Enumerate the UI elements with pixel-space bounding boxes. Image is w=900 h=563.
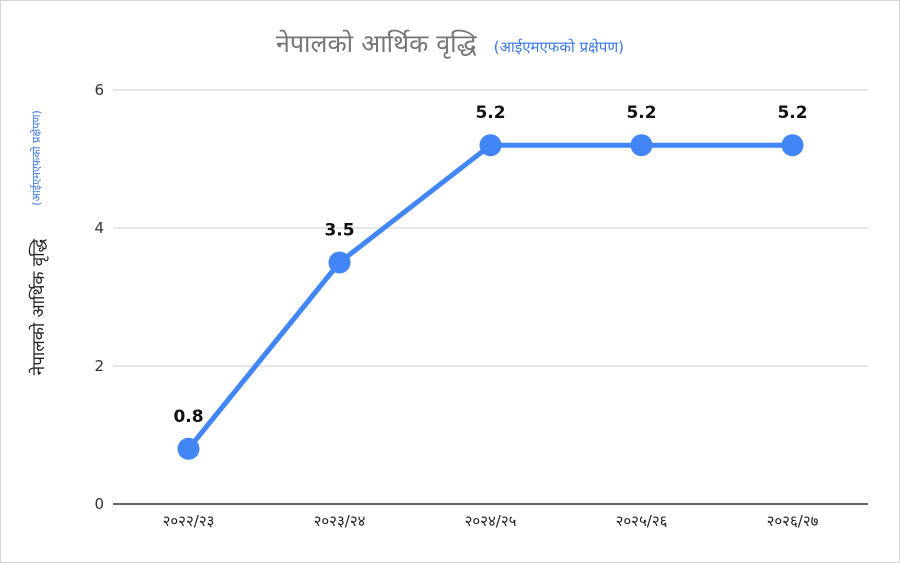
y-axis-label: नेपालको आर्थिक वृद्धि: [28, 238, 49, 375]
y-tick-label: 4: [94, 219, 104, 237]
y-axis-label-group: नेपालको आर्थिक वृद्धि: [28, 238, 49, 375]
data-point: [781, 134, 804, 157]
data-label: 5.2: [777, 103, 807, 123]
y-tick-label: 6: [94, 81, 104, 99]
x-tick-label: २०२४/२५: [465, 512, 517, 530]
y-axis-sublabel: (आईएमएफको प्रक्षेपण): [30, 110, 43, 206]
y-tick-label: 0: [94, 495, 104, 513]
grid-lines: [113, 89, 868, 505]
y-tick-labels: 0 2 4 6: [94, 81, 104, 513]
data-points: [177, 134, 804, 460]
chart-title-block: नेपालको आर्थिक वृद्धि (आईएमएफको प्रक्षेप…: [0, 26, 900, 60]
x-tick-label: २०२३/२४: [314, 512, 366, 530]
chart-title: नेपालको आर्थिक वृद्धि: [275, 29, 477, 58]
data-label: 5.2: [475, 103, 505, 123]
series-polyline: [186, 142, 795, 452]
y-tick-label: 2: [94, 357, 104, 375]
data-point: [479, 134, 502, 157]
x-tick-label: २०२६/२७: [767, 512, 819, 530]
data-point: [328, 251, 351, 274]
data-label: 0.8: [173, 407, 203, 427]
data-point: [177, 437, 200, 460]
x-tick-label: २०२२/२३: [163, 512, 215, 530]
data-label: 3.5: [324, 221, 354, 241]
chart-subtitle: (आईएमएफको प्रक्षेपण): [493, 38, 625, 56]
data-labels: 0.8 3.5 5.2 5.2 5.2: [173, 103, 807, 427]
x-tick-label: २०२५/२६: [616, 512, 668, 530]
series-line: [186, 142, 795, 452]
x-tick-labels: २०२२/२३ २०२३/२४ २०२४/२५ २०२५/२६ २०२६/२७: [163, 512, 819, 530]
data-label: 5.2: [626, 103, 656, 123]
y-axis-sublabel-group: (आईएमएफको प्रक्षेपण): [30, 110, 43, 206]
data-point: [630, 134, 653, 157]
